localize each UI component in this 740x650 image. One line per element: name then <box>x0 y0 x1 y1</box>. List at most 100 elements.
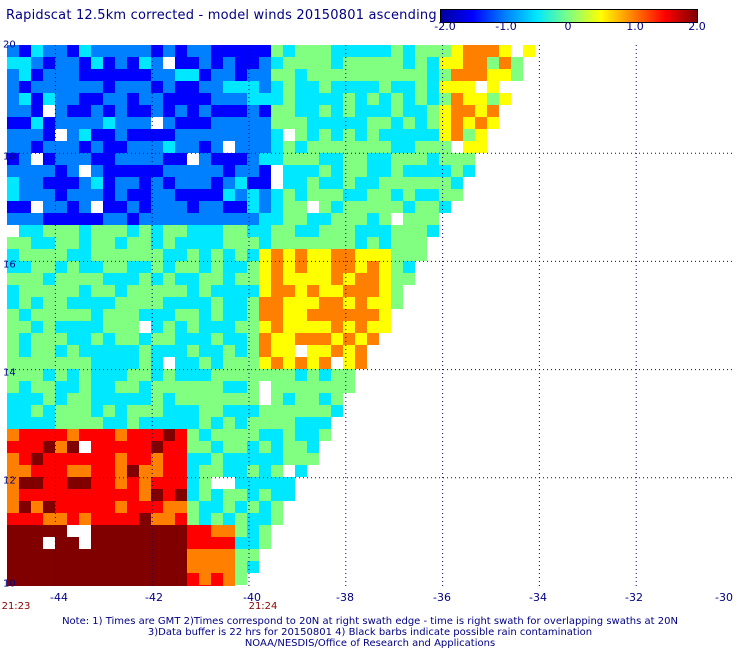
wind-cell <box>151 477 163 489</box>
wind-cell <box>67 501 79 513</box>
wind-cell <box>67 249 79 261</box>
wind-cell <box>283 81 295 93</box>
wind-cell <box>91 453 103 465</box>
wind-cell <box>175 381 187 393</box>
wind-cell <box>163 537 175 549</box>
wind-cell <box>55 513 67 525</box>
wind-cell <box>79 261 91 273</box>
wind-cell <box>151 561 163 573</box>
wind-cell <box>271 297 283 309</box>
wind-cell <box>427 153 439 165</box>
wind-cell <box>115 141 127 153</box>
wind-cell <box>235 417 247 429</box>
wind-cell <box>55 57 67 69</box>
wind-cell <box>127 81 139 93</box>
wind-cell <box>283 141 295 153</box>
wind-cell <box>91 489 103 501</box>
wind-cell <box>7 201 19 213</box>
wind-cell <box>187 357 199 369</box>
wind-cell <box>175 525 187 537</box>
wind-cell <box>403 117 415 129</box>
wind-cell <box>115 213 127 225</box>
wind-cell <box>175 549 187 561</box>
wind-cell <box>127 285 139 297</box>
wind-cell <box>43 69 55 81</box>
wind-cell <box>379 141 391 153</box>
wind-cell <box>319 105 331 117</box>
wind-cell <box>247 213 259 225</box>
wind-cell <box>31 441 43 453</box>
wind-cell <box>403 189 415 201</box>
wind-cell <box>247 453 259 465</box>
wind-cell <box>139 489 151 501</box>
wind-cell <box>259 249 271 261</box>
wind-cell <box>127 69 139 81</box>
wind-cell <box>235 261 247 273</box>
wind-cell <box>319 69 331 81</box>
wind-cell <box>187 429 199 441</box>
wind-cell <box>115 105 127 117</box>
wind-cell <box>103 345 115 357</box>
wind-cell <box>127 453 139 465</box>
wind-cell <box>355 129 367 141</box>
wind-cell <box>211 453 223 465</box>
wind-cell <box>127 357 139 369</box>
wind-cell <box>235 381 247 393</box>
wind-cell <box>175 477 187 489</box>
wind-cell <box>247 441 259 453</box>
wind-cell <box>247 249 259 261</box>
wind-cell <box>7 177 19 189</box>
wind-cell <box>163 141 175 153</box>
wind-cell <box>343 297 355 309</box>
wind-cell <box>127 345 139 357</box>
wind-cell <box>103 81 115 93</box>
wind-cell <box>175 345 187 357</box>
wind-cell <box>355 81 367 93</box>
wind-cell <box>115 465 127 477</box>
wind-cell <box>319 177 331 189</box>
wind-cell <box>79 201 91 213</box>
wind-cell <box>367 297 379 309</box>
wind-cell <box>163 285 175 297</box>
wind-cell <box>355 213 367 225</box>
wind-cell <box>163 297 175 309</box>
wind-cell <box>115 453 127 465</box>
wind-cell <box>211 105 223 117</box>
wind-cell <box>31 117 43 129</box>
wind-cell <box>19 225 31 237</box>
wind-cell <box>43 333 55 345</box>
wind-cell <box>271 105 283 117</box>
note-line-2: 3)Data buffer is 22 hrs for 20150801 4) … <box>147 627 593 638</box>
wind-cell <box>151 549 163 561</box>
wind-cell <box>223 237 235 249</box>
wind-cell <box>331 129 343 141</box>
wind-cell <box>79 189 91 201</box>
wind-cell <box>331 57 343 69</box>
wind-cell <box>127 549 139 561</box>
wind-cell <box>115 417 127 429</box>
wind-cell <box>7 165 19 177</box>
wind-cell <box>391 249 403 261</box>
wind-cell <box>271 501 283 513</box>
wind-cell <box>7 465 19 477</box>
wind-cell <box>403 153 415 165</box>
wind-cell <box>151 345 163 357</box>
wind-cell <box>7 513 19 525</box>
wind-cell <box>67 429 79 441</box>
wind-cell <box>127 501 139 513</box>
wind-cell <box>343 213 355 225</box>
wind-cell <box>223 549 235 561</box>
wind-cell <box>391 57 403 69</box>
wind-cell <box>451 177 463 189</box>
wind-cell <box>91 153 103 165</box>
wind-cell <box>211 561 223 573</box>
wind-cell <box>319 249 331 261</box>
wind-cell <box>79 45 91 57</box>
wind-cell <box>271 117 283 129</box>
wind-cell <box>199 57 211 69</box>
wind-cell <box>199 381 211 393</box>
wind-cell <box>199 345 211 357</box>
wind-cell <box>331 309 343 321</box>
wind-cell <box>55 189 67 201</box>
wind-cell <box>379 165 391 177</box>
